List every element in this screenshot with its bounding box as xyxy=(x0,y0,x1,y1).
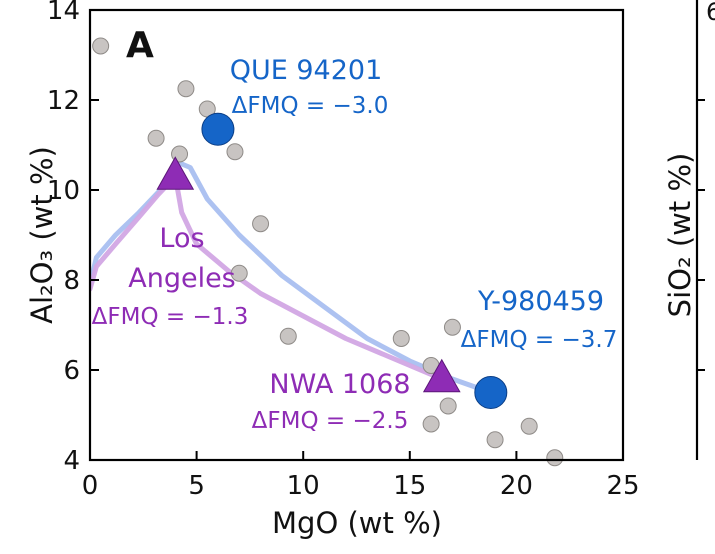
gray-point xyxy=(392,330,410,347)
gray-points xyxy=(92,37,564,467)
model-curve-1 xyxy=(90,160,494,395)
label-que-94201: QUE 94201 xyxy=(230,55,383,86)
marker-nwa-1068 xyxy=(422,358,461,393)
fmq-los-angeles: ΔFMQ = −1.3 xyxy=(92,304,249,330)
label-nwa-1068: NWA 1068 xyxy=(269,369,410,400)
model-curve-2 xyxy=(90,174,445,382)
y-tick-label: 8 xyxy=(63,266,80,296)
x-tick-label: 5 xyxy=(188,471,205,501)
gray-point xyxy=(443,318,461,336)
gray-point xyxy=(546,449,564,467)
y-tick-label: 4 xyxy=(63,446,80,476)
gray-point xyxy=(439,397,457,415)
label-los-angeles-1: Los xyxy=(159,223,204,254)
x-tick-label: 0 xyxy=(82,471,99,501)
fmq-y-980459: ΔFMQ = −3.7 xyxy=(461,327,618,353)
gray-point xyxy=(147,129,165,147)
gray-point xyxy=(177,80,195,98)
y-tick-label: 6 xyxy=(63,356,80,386)
x-tick-label: 25 xyxy=(606,471,639,501)
fmq-que-94201: ΔFMQ = −3.0 xyxy=(232,93,389,119)
adjacent-y-axis-title: SiO₂ (wt %) xyxy=(663,153,697,318)
x-axis-title: MgO (wt %) xyxy=(272,506,442,540)
fmq-nwa-1068: ΔFMQ = −2.5 xyxy=(252,408,409,434)
y-tick-label: 12 xyxy=(47,86,80,116)
gray-point xyxy=(422,415,440,433)
x-tick-label: 15 xyxy=(393,471,426,501)
gray-point xyxy=(252,215,270,233)
x-axis: 0 5 10 15 20 25 xyxy=(82,451,640,501)
model-curves xyxy=(90,160,494,395)
adjacent-panel-edge: 6 SiO₂ (wt %) xyxy=(663,0,715,460)
panel-label: A xyxy=(126,25,154,66)
adjacent-tick-top: 6 xyxy=(706,0,715,26)
plot-frame xyxy=(88,8,625,462)
y-tick-label: 10 xyxy=(47,176,80,206)
x-tick-label: 10 xyxy=(287,471,320,501)
gray-point xyxy=(226,143,244,161)
sample-markers xyxy=(156,112,508,409)
gray-point xyxy=(230,264,248,282)
gray-point xyxy=(486,431,504,449)
label-y-980459: Y-980459 xyxy=(477,286,604,317)
x-tick-label: 20 xyxy=(500,471,533,501)
gray-point xyxy=(279,327,297,345)
gray-point xyxy=(92,37,110,55)
label-los-angeles-2: Angeles xyxy=(128,263,236,294)
gray-point xyxy=(520,417,538,435)
marker-los-angeles xyxy=(156,156,195,190)
marker-que-94201 xyxy=(201,112,235,146)
y-axis-title: Al₂O₃ (wt %) xyxy=(25,146,59,324)
y-axis: 4 6 8 10 12 14 xyxy=(47,0,99,476)
y-tick-label: 14 xyxy=(47,0,80,26)
marker-y-980459 xyxy=(474,376,508,409)
